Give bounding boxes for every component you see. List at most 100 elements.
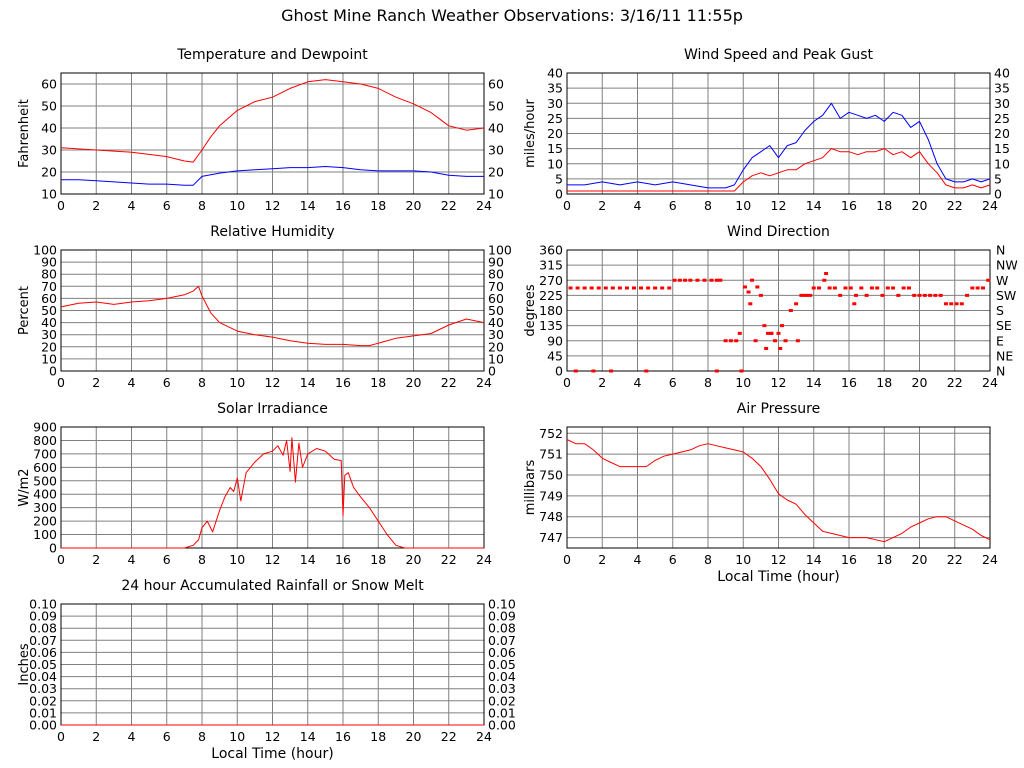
data-point (582, 286, 587, 290)
data-point (688, 278, 693, 282)
series-line-1 (567, 148, 991, 192)
data-point (734, 339, 739, 343)
data-point (949, 302, 954, 306)
x-tick-label: 4 (634, 198, 642, 213)
data-point (808, 293, 813, 297)
y-tick-label: 400 (33, 487, 57, 502)
x-tick-label: 18 (370, 729, 386, 744)
data-point (737, 331, 742, 335)
y-tick-label: 0.03 (29, 681, 57, 696)
compass-label: W (996, 273, 1008, 288)
y-tick-label-right: 100 (488, 243, 512, 258)
y-tick-label: 5 (555, 171, 563, 186)
y-tick-label: 0 (49, 364, 57, 379)
y-tick-label: 40 (547, 66, 563, 81)
chart-title: Relative Humidity (210, 224, 334, 240)
x-tick-label: 24 (476, 552, 492, 567)
plot-frame (60, 72, 485, 195)
x-tick-label: 20 (912, 198, 928, 213)
data-point (718, 278, 723, 282)
y-tick-label-right: 10 (488, 187, 504, 202)
y-tick-label-right: 0 (994, 187, 1002, 202)
x-tick-label: 4 (634, 552, 642, 567)
data-point (832, 286, 837, 290)
x-tick-label: 18 (876, 198, 892, 213)
y-tick-label: 25 (547, 111, 563, 126)
x-tick-label: 14 (806, 375, 822, 390)
y-tick-label-right: 50 (488, 99, 504, 114)
x-tick-label: 6 (669, 375, 677, 390)
y-tick-label: 100 (33, 527, 57, 542)
x-tick-label: 18 (370, 375, 386, 390)
data-point (677, 278, 682, 282)
y-tick-label-right: 20 (488, 165, 504, 180)
compass-label: S (996, 303, 1004, 318)
compass-label: N (996, 364, 1005, 379)
series-line-0 (61, 437, 484, 549)
x-tick-label: 24 (476, 729, 492, 744)
x-tick-label: 4 (128, 729, 136, 744)
x-tick-label: 10 (229, 552, 245, 567)
y-tick-label-right: 0.00 (488, 718, 516, 733)
chart-title: Temperature and Dewpoint (176, 47, 368, 63)
x-tick-label: 4 (634, 375, 642, 390)
y-tick-label: 20 (41, 165, 57, 180)
y-tick-label-right: 40 (488, 121, 504, 136)
data-point (859, 286, 864, 290)
y-tick-label: 135 (539, 318, 563, 333)
y-tick-label: 180 (539, 303, 563, 318)
y-tick-label: 749 (539, 488, 563, 503)
y-tick-label: 50 (41, 99, 57, 114)
series-line-0 (566, 439, 991, 543)
x-tick-label: 16 (335, 198, 351, 213)
x-tick-label: 24 (982, 375, 998, 390)
y-tick-label-right: 30 (994, 96, 1010, 111)
data-point (714, 278, 719, 282)
x-tick-label: 2 (92, 375, 100, 390)
y-tick-label: 752 (539, 426, 563, 441)
y-tick-label: 0 (555, 364, 563, 379)
x-tick-label: 12 (265, 375, 281, 390)
data-point (906, 286, 911, 290)
x-tick-label: 12 (265, 198, 281, 213)
data-point (764, 346, 769, 350)
data-point (783, 339, 788, 343)
y-axis-label: Inches (17, 643, 32, 685)
data-point (880, 293, 885, 297)
data-point (609, 369, 614, 373)
x-tick-label: 8 (198, 729, 206, 744)
data-point (653, 286, 658, 290)
y-tick-label: 90 (547, 333, 563, 348)
data-point (714, 369, 719, 373)
x-tick-label: 10 (229, 375, 245, 390)
y-tick-label: 0.01 (29, 705, 57, 720)
data-point (852, 302, 857, 306)
y-tick-label-right: 60 (488, 291, 504, 306)
data-point (755, 285, 760, 289)
x-tick-label: 0 (57, 375, 65, 390)
data-point (928, 293, 933, 297)
data-point (765, 331, 770, 335)
y-tick-label-right: 0.05 (488, 657, 516, 672)
data-point (799, 293, 804, 297)
y-tick-label: 0.09 (29, 609, 57, 624)
data-point (596, 286, 601, 290)
data-point (631, 286, 636, 290)
y-axis-label: Percent (17, 286, 32, 335)
y-axis-label: W/m2 (17, 468, 32, 506)
data-point (824, 272, 829, 276)
y-tick-label: 751 (539, 447, 563, 462)
data-point (776, 331, 781, 335)
data-point (778, 346, 783, 350)
data-point (758, 293, 763, 297)
y-tick-label: 0 (49, 541, 57, 556)
data-point (610, 286, 615, 290)
y-tick-label: 10 (547, 156, 563, 171)
data-point (885, 286, 890, 290)
series-line-1 (61, 166, 484, 186)
y-tick-label-right: 40 (994, 66, 1010, 81)
compass-label: E (996, 333, 1004, 348)
